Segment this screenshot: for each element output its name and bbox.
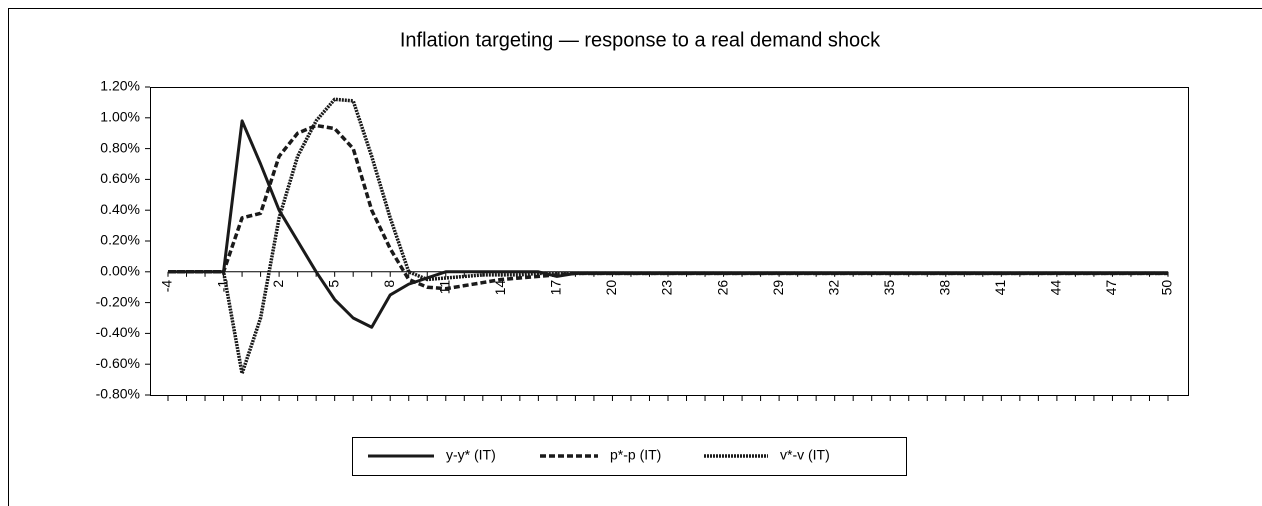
x-tick-label: 14 xyxy=(492,280,508,296)
x-tick-label: 47 xyxy=(1103,280,1119,296)
legend xyxy=(352,437,907,476)
x-tick-label: 29 xyxy=(770,280,786,296)
x-tick-label: 38 xyxy=(936,280,952,296)
legend-label: y-y* (IT) xyxy=(446,447,496,463)
y-tick-label: -0.20% xyxy=(96,293,140,309)
x-tick-label: 20 xyxy=(603,280,619,296)
x-tick-label: 8 xyxy=(381,280,397,288)
chart-title: Inflation targeting — response to a real… xyxy=(400,29,881,51)
y-tick-label: 1.00% xyxy=(100,109,140,125)
x-tick-label: 44 xyxy=(1048,280,1064,296)
x-tick-label: 32 xyxy=(825,280,841,296)
x-tick-label: 26 xyxy=(714,280,730,296)
x-tick-label: 23 xyxy=(659,280,675,296)
y-tick-label: -0.80% xyxy=(96,386,140,402)
x-tick-label: 50 xyxy=(1159,280,1175,296)
x-tick-label: 11 xyxy=(436,280,452,295)
series-line xyxy=(168,97,1168,376)
y-tick-label: 0.20% xyxy=(100,232,140,248)
y-tick-label: 0.00% xyxy=(100,263,140,279)
chart-border xyxy=(8,8,1262,506)
x-tick-label: 5 xyxy=(325,280,341,288)
x-tick-label: 35 xyxy=(881,280,897,296)
y-tick-label: 0.80% xyxy=(100,139,140,155)
series-line xyxy=(168,119,1168,329)
legend-label: v*-v (IT) xyxy=(780,447,830,463)
x-tick-label: 2 xyxy=(270,280,286,288)
y-tick-label: 1.20% xyxy=(100,78,140,94)
y-tick-label: -0.40% xyxy=(96,324,140,340)
x-tick-label: 17 xyxy=(548,280,564,296)
legend-label: p*-p (IT) xyxy=(610,447,661,463)
y-tick-label: 0.60% xyxy=(100,170,140,186)
x-tick-label: -4 xyxy=(159,280,175,293)
y-tick-label: -0.60% xyxy=(96,355,140,371)
plot-area xyxy=(150,87,1189,396)
y-tick-label: 0.40% xyxy=(100,201,140,217)
x-tick-label: 41 xyxy=(992,280,1008,296)
